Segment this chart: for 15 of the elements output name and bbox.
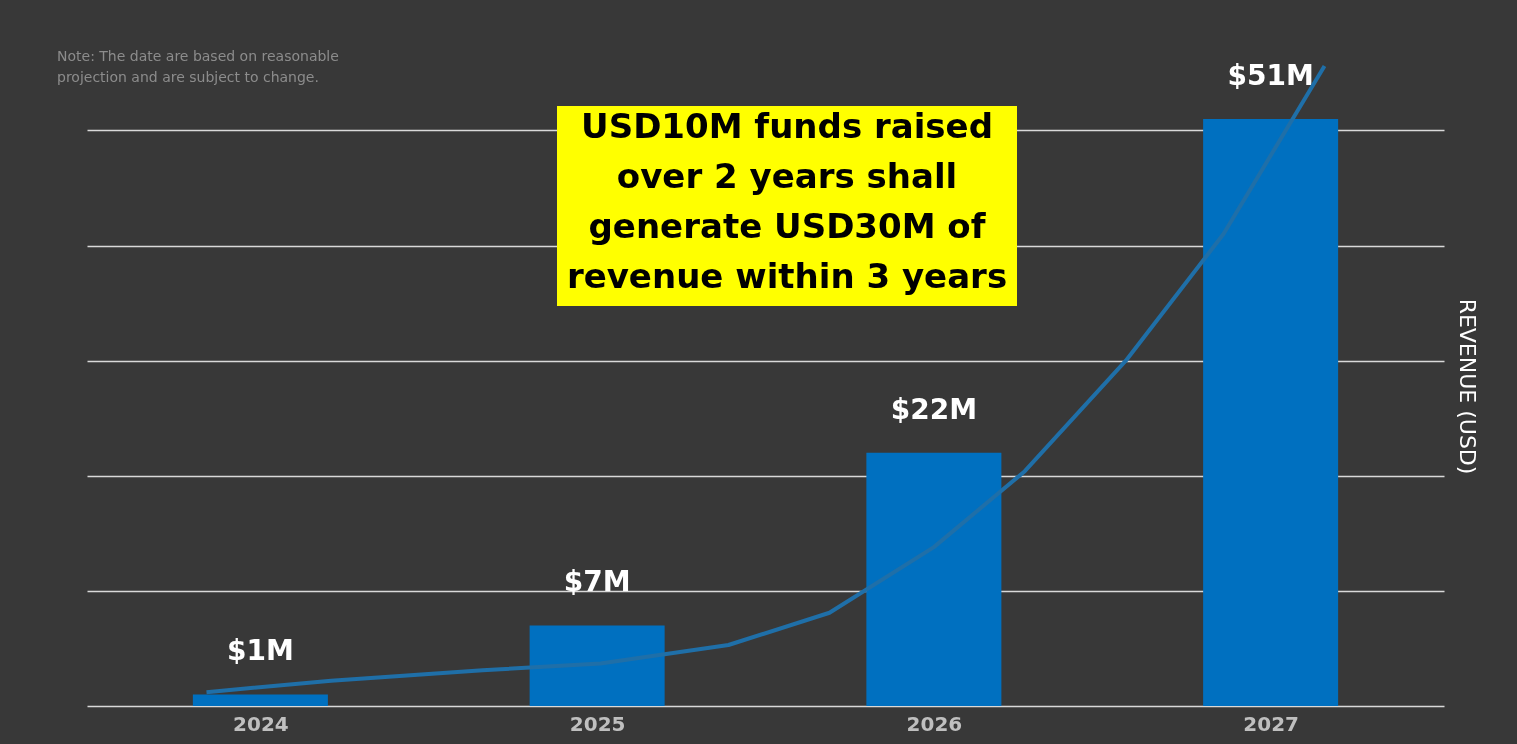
annotation: USD10M funds raised over 2 years shall generate USD30M of revenue within 3 years [566, 106, 1008, 296]
x-tick-label: 2027 [1243, 711, 1299, 736]
x-tick-label: 2025 [569, 711, 626, 736]
bar [192, 694, 328, 706]
bar [1203, 118, 1339, 706]
data-label: $51M [1227, 58, 1314, 92]
data-label: $7M [563, 565, 631, 599]
x-tick-label: 2024 [233, 711, 289, 736]
data-label: $22M [890, 392, 978, 426]
bar [866, 452, 1002, 706]
data-label: $1M [226, 634, 294, 668]
annotation: Note: The date are based on reasonable projection and are subject to change. [57, 48, 339, 85]
x-tick-label: 2026 [906, 711, 963, 736]
y-axis-title: REVENUE (USD) [1454, 298, 1480, 475]
bar [529, 625, 665, 706]
